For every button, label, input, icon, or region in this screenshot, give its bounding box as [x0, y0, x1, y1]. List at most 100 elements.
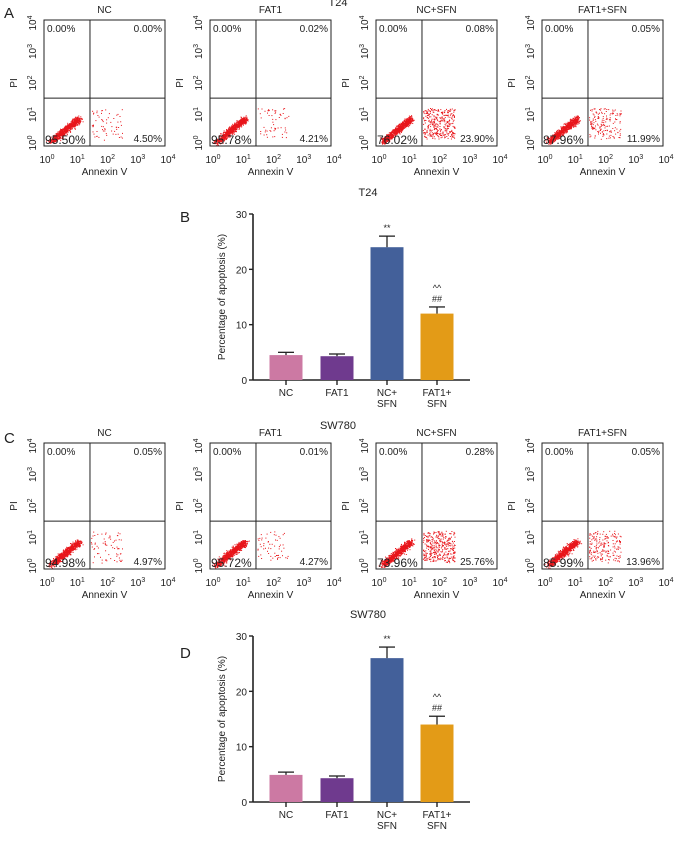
dot	[594, 138, 595, 139]
dot	[425, 132, 426, 133]
dot	[272, 109, 273, 110]
dot	[434, 126, 435, 127]
dot	[412, 119, 413, 120]
dot	[104, 140, 105, 141]
tick-exponent: 4	[27, 15, 34, 19]
dot	[442, 133, 443, 134]
dot	[239, 126, 240, 127]
dot	[404, 127, 405, 128]
dot	[445, 110, 446, 111]
dot	[283, 113, 284, 114]
dot	[235, 125, 236, 126]
dot	[284, 108, 285, 109]
dot	[602, 120, 603, 121]
dot	[268, 109, 269, 110]
dot	[595, 129, 596, 130]
dot	[430, 113, 431, 114]
dot	[75, 540, 76, 541]
x-tick-label: NC	[279, 388, 293, 399]
dot	[67, 123, 68, 124]
dot	[286, 137, 287, 138]
plot-title: FAT1	[259, 5, 283, 16]
dot	[232, 129, 233, 130]
dot	[427, 117, 428, 118]
dot	[454, 116, 455, 117]
tick-exponent: 4	[193, 15, 200, 19]
dot	[94, 137, 95, 138]
tick-exponent: 1	[579, 154, 583, 161]
dot	[234, 128, 235, 129]
dot	[431, 120, 432, 121]
tick-exponent: 0	[27, 135, 34, 139]
dot	[557, 130, 558, 131]
significance-marker: ^^	[433, 283, 442, 293]
dot	[122, 133, 123, 134]
x-tick-label: 102	[100, 154, 115, 166]
dot	[455, 133, 456, 134]
dot	[239, 121, 240, 122]
dot	[607, 119, 608, 120]
tick-exponent: 2	[277, 154, 281, 161]
dot	[448, 135, 449, 136]
dot	[399, 130, 400, 131]
dot	[79, 124, 80, 125]
dot	[580, 120, 581, 121]
dot	[565, 128, 566, 129]
dot	[444, 120, 445, 121]
dot	[435, 119, 436, 120]
dot	[599, 117, 600, 118]
dot	[78, 116, 79, 117]
dot	[434, 115, 435, 116]
dot	[443, 119, 444, 120]
x-tick-label: 104	[492, 154, 507, 166]
dot	[448, 112, 449, 113]
x-tick-label: 102	[266, 154, 281, 166]
dot	[402, 124, 403, 125]
dot	[261, 117, 262, 118]
dot	[444, 137, 445, 138]
dot	[577, 122, 578, 123]
dot	[448, 116, 449, 117]
tick-exponent: 0	[193, 135, 200, 139]
dot	[440, 135, 441, 136]
dot	[120, 116, 121, 117]
dot	[428, 128, 429, 129]
dot	[610, 113, 611, 114]
dot	[618, 132, 619, 133]
dot	[447, 126, 448, 127]
dot	[234, 125, 235, 126]
dot	[401, 127, 402, 128]
dot	[567, 131, 568, 132]
dot	[97, 131, 98, 132]
y-tick-label: 20	[236, 265, 248, 276]
dot	[439, 121, 440, 122]
dot	[275, 128, 276, 129]
dot	[592, 123, 593, 124]
dot	[436, 134, 437, 135]
dot	[93, 114, 94, 115]
dot	[64, 130, 65, 131]
dot	[279, 117, 280, 118]
dot	[234, 123, 235, 124]
significance-marker: ##	[432, 294, 442, 304]
dot	[65, 131, 66, 132]
dot	[425, 134, 426, 135]
dot	[569, 127, 570, 128]
dot	[566, 125, 567, 126]
dot	[434, 129, 435, 130]
dot	[606, 119, 607, 120]
dot	[408, 122, 409, 123]
dot	[572, 123, 573, 124]
dot	[97, 115, 98, 116]
dot	[423, 118, 424, 119]
dot	[447, 125, 448, 126]
dot	[96, 112, 97, 113]
dot	[432, 134, 433, 135]
dot	[600, 126, 601, 127]
dot	[436, 128, 437, 129]
dot	[411, 115, 412, 116]
dot	[404, 125, 405, 126]
x-tick-label: FAT1	[325, 388, 349, 399]
tick-exponent: 2	[27, 75, 34, 79]
